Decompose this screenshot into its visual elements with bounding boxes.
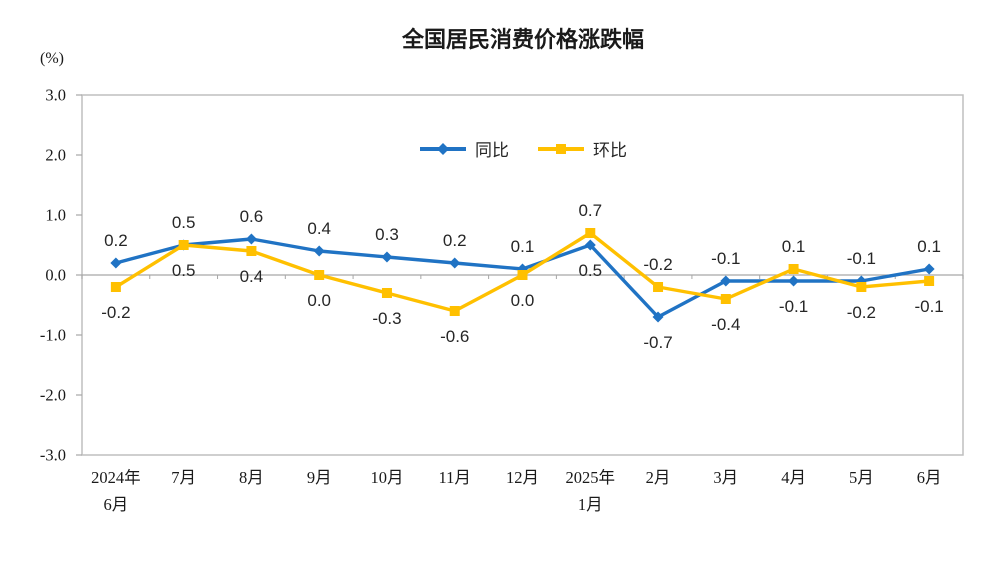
data-point-marker: [245, 233, 257, 245]
data-point-marker: [652, 311, 664, 323]
x-tick-label: 6月: [104, 495, 129, 514]
data-point-marker: [720, 275, 732, 287]
x-axis-labels: 2024年 6月 7月 8月 9月 10月 11月 12月 2025年 1月 2月 3月 4月 5月 6月: [91, 468, 941, 514]
data-point-marker: [381, 251, 393, 263]
x-tick-label: 7月: [171, 468, 196, 487]
data-label: 0.0: [511, 291, 535, 310]
series-yoy: [110, 233, 935, 323]
x-tick-label: 2025年: [566, 468, 616, 487]
data-labels: 0.2 0.5 0.6 0.4 0.3 0.2 0.1 0.5 -0.7 -0.1 -0.1 -0.1…: [101, 201, 944, 352]
data-point-marker: [110, 257, 122, 269]
data-label: -0.4: [711, 315, 740, 334]
mom-line-marker-icon: [538, 143, 584, 154]
data-label: -0.3: [372, 309, 401, 328]
data-label: 0.4: [307, 219, 331, 238]
x-tick-label: 11月: [439, 468, 471, 487]
data-point-marker: [381, 288, 392, 298]
data-label: 0.1: [511, 237, 535, 256]
x-tick-label: 9月: [307, 468, 332, 487]
data-label: -0.1: [779, 297, 808, 316]
y-tick-label: -3.0: [40, 446, 66, 465]
x-tick-label: 8月: [239, 468, 264, 487]
x-tick-label: 5月: [849, 468, 874, 487]
data-label: 0.0: [307, 291, 331, 310]
data-label: 0.5: [172, 261, 196, 280]
data-label: -0.2: [101, 303, 130, 322]
data-point-marker: [449, 257, 461, 269]
x-tick-label: 2024年: [91, 468, 141, 487]
legend-item-mom: 环比: [537, 136, 627, 161]
series-mom: [110, 228, 935, 316]
x-tick-label: 2月: [646, 468, 671, 487]
data-label: 0.3: [375, 225, 399, 244]
data-point-marker: [246, 246, 257, 256]
data-point-marker: [314, 270, 325, 280]
data-point-marker: [788, 264, 799, 274]
data-label: 0.5: [172, 213, 196, 232]
y-tick-label: 1.0: [45, 206, 66, 225]
legend-label-yoy: 同比: [475, 141, 509, 160]
data-label: -0.6: [440, 327, 469, 346]
data-label: 0.1: [782, 237, 806, 256]
data-label: -0.1: [711, 249, 740, 268]
data-point-marker: [788, 275, 800, 287]
x-tick-label: 10月: [370, 468, 403, 487]
data-point-marker: [720, 294, 731, 304]
data-label: 0.1: [917, 237, 941, 256]
data-point-marker: [110, 282, 121, 292]
chart-title: 全国居民消费价格涨跌幅: [401, 27, 644, 52]
data-label: -0.2: [643, 255, 672, 274]
y-tick-label: 2.0: [45, 146, 66, 165]
chart-legend: 同比 环比: [82, 136, 964, 161]
x-tick-label: 1月: [578, 495, 603, 514]
data-label: -0.1: [847, 249, 876, 268]
data-point-marker: [923, 263, 935, 275]
legend-item-yoy: 同比: [419, 136, 509, 161]
data-label: 0.2: [443, 231, 467, 250]
y-axis-unit-label: (%): [40, 50, 64, 67]
data-label: 0.2: [104, 231, 128, 250]
yoy-line-marker-icon: [420, 142, 466, 155]
data-point-marker: [178, 240, 189, 250]
data-label: 0.5: [578, 261, 602, 280]
data-label: 0.7: [578, 201, 602, 220]
data-point-marker: [653, 282, 664, 292]
y-tick-label: 3.0: [45, 86, 66, 105]
data-point-marker: [584, 239, 596, 251]
data-label: -0.1: [914, 297, 943, 316]
legend-label-mom: 环比: [593, 141, 627, 160]
data-label: 0.6: [240, 207, 264, 226]
x-tick-label: 12月: [506, 468, 539, 487]
y-axis: 3.0 2.0 1.0 0.0 -1.0 -2.0 -3.0: [40, 86, 82, 465]
x-tick-label: 4月: [781, 468, 806, 487]
data-point-marker: [924, 276, 935, 286]
data-label: -0.2: [847, 303, 876, 322]
x-tick-label: 3月: [713, 468, 738, 487]
y-tick-label: -1.0: [40, 326, 66, 345]
data-label: -0.7: [643, 333, 672, 352]
y-tick-label: -2.0: [40, 386, 66, 405]
data-point-marker: [313, 245, 325, 257]
data-point-marker: [517, 270, 528, 280]
y-tick-label: 0.0: [45, 266, 66, 285]
x-tick-label: 6月: [917, 468, 942, 487]
data-point-marker: [585, 228, 596, 238]
data-label: 0.4: [240, 267, 264, 286]
data-point-marker: [449, 306, 460, 316]
data-point-marker: [856, 282, 867, 292]
